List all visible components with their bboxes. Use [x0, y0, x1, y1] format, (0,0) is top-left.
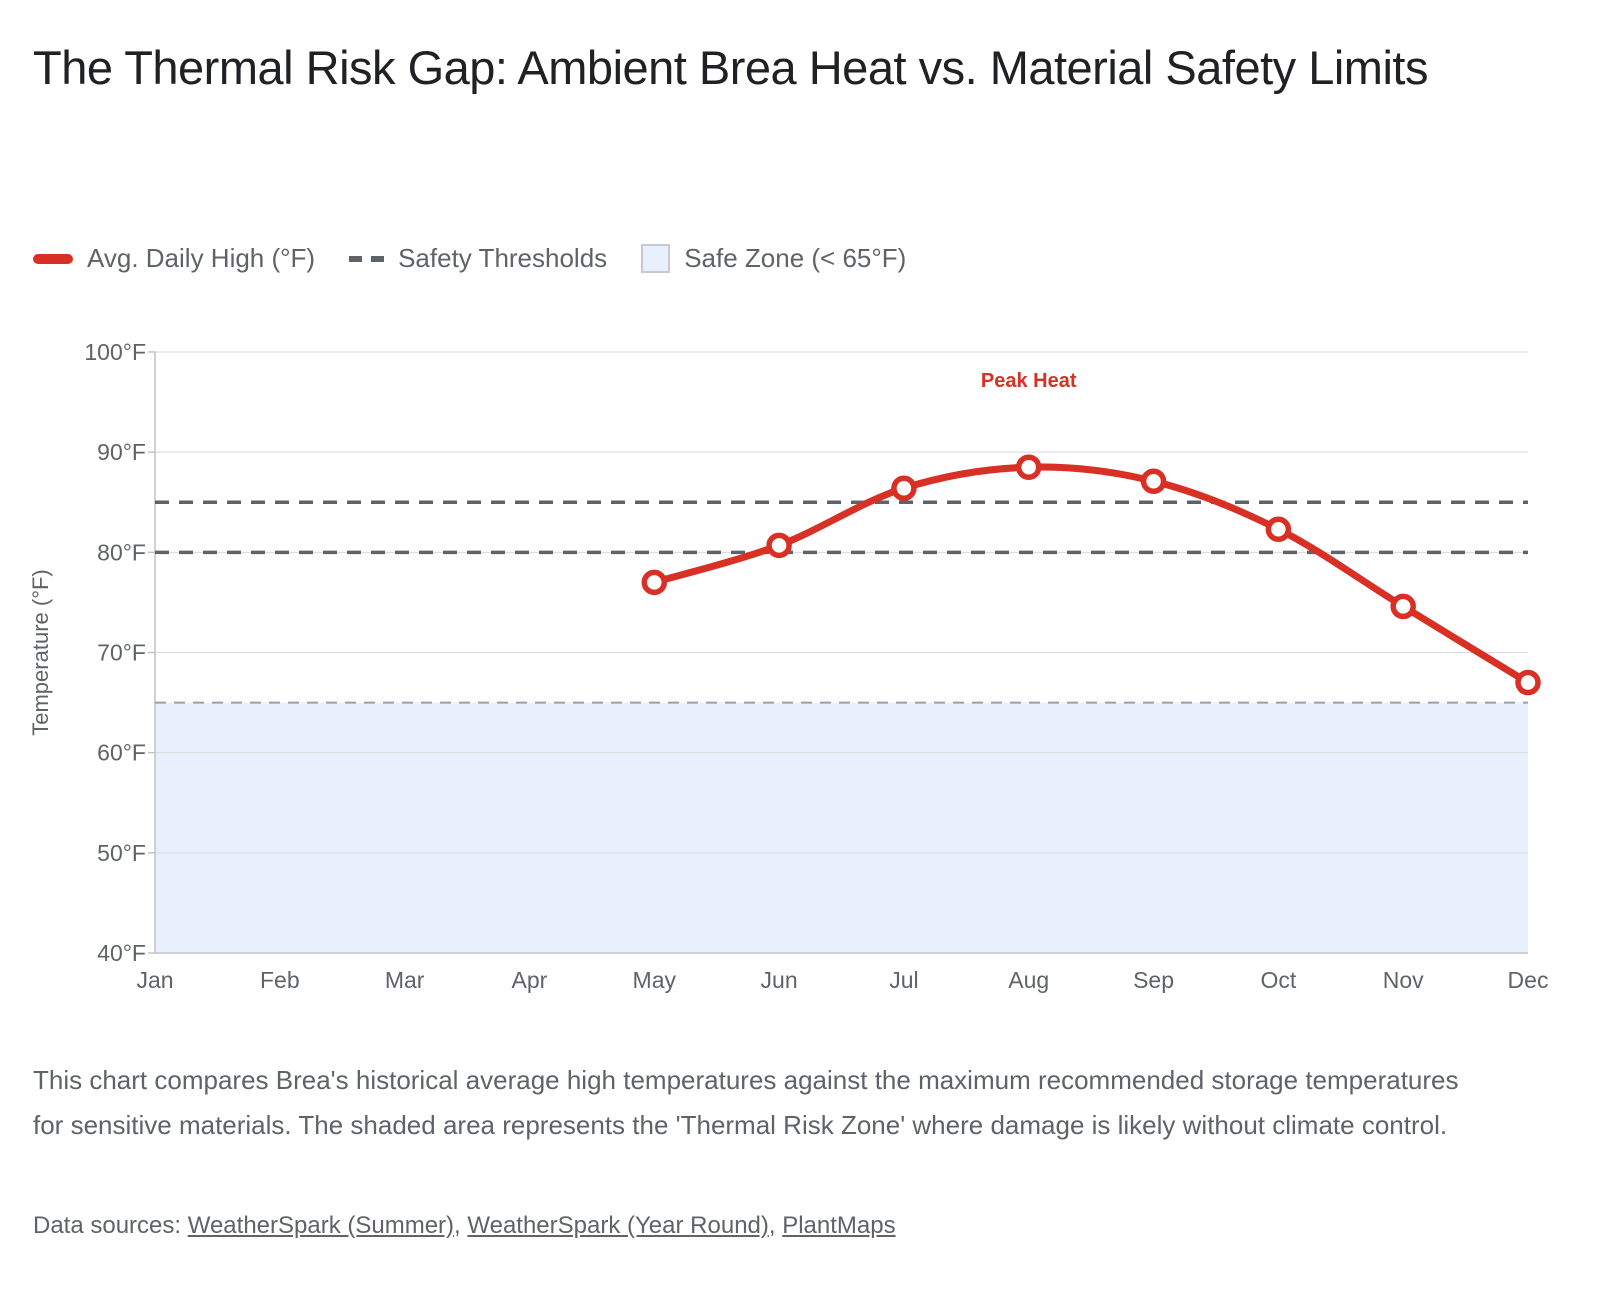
legend-item-safety-thresholds[interactable]: Safety Thresholds: [349, 243, 607, 274]
y-tick-label: 80°F: [97, 539, 146, 565]
separator: ,: [768, 1212, 783, 1239]
y-tick-label: 90°F: [97, 439, 146, 465]
safe-zone-swatch-icon: [641, 244, 671, 273]
data-point[interactable]: [1390, 593, 1416, 620]
peak-heat-annotation: Peak Heat: [981, 370, 1077, 392]
source-link-plantmaps[interactable]: PlantMaps: [782, 1212, 896, 1239]
x-tick-label: Dec: [1508, 967, 1549, 993]
chart-legend: Avg. Daily High (°F) Safety Thresholds S…: [33, 243, 906, 274]
x-tick-label: May: [633, 967, 677, 993]
x-tick-label: Jan: [136, 967, 173, 993]
data-point[interactable]: [891, 475, 917, 501]
x-tick-label: Aug: [1008, 967, 1049, 993]
source-link-weatherspark-year-round[interactable]: WeatherSpark (Year Round): [467, 1212, 769, 1239]
dashed-line-swatch-icon: [349, 255, 385, 262]
x-tick-label: Oct: [1260, 967, 1296, 993]
legend-label-avg-daily-high: Avg. Daily High (°F): [87, 243, 316, 273]
avg-high-line: [650, 463, 1532, 687]
x-tick-label: Jun: [761, 967, 798, 993]
x-tick-label: Nov: [1383, 967, 1424, 993]
data-sources-label: Data sources:: [33, 1212, 188, 1239]
separator: ,: [454, 1212, 468, 1239]
x-tick-label: Apr: [512, 967, 548, 993]
data-point[interactable]: [1265, 516, 1292, 543]
data-point[interactable]: [1515, 669, 1541, 696]
y-axis-title: Temperature (°F): [28, 569, 53, 736]
y-tick-label: 100°F: [84, 339, 146, 365]
safe-zone-area: [155, 702, 1528, 953]
chart-title: The Thermal Risk Gap: Ambient Brea Heat …: [33, 41, 1428, 94]
avg-high-line-swatch-icon: [33, 253, 73, 264]
x-tick-label: Sep: [1133, 967, 1174, 993]
x-tick-label: Feb: [260, 967, 300, 993]
data-point[interactable]: [1140, 468, 1167, 494]
data-point[interactable]: [766, 532, 792, 559]
data-point[interactable]: [641, 569, 668, 596]
x-tick-label: Jul: [889, 967, 918, 993]
legend-label-safe-zone: Safe Zone (< 65°F): [684, 243, 907, 273]
y-tick-label: 40°F: [97, 940, 146, 966]
data-sources: Data sources: WeatherSpark (Summer), Wea…: [33, 1212, 896, 1240]
y-tick-label: 50°F: [97, 840, 146, 866]
legend-item-avg-daily-high[interactable]: Avg. Daily High (°F): [33, 243, 315, 274]
x-tick-label: Mar: [385, 967, 425, 993]
chart-description: This chart compares Brea's historical av…: [33, 1065, 1459, 1140]
legend-item-safe-zone[interactable]: Safe Zone (< 65°F): [641, 243, 906, 274]
data-point[interactable]: [1015, 454, 1042, 480]
temperature-line-chart: 40°F 50°F 60°F 70°F 80°F 90°F 100°F Jan Feb Mar Ap…: [28, 339, 1549, 993]
source-link-weatherspark-summer[interactable]: WeatherSpark (Summer): [187, 1212, 455, 1239]
y-tick-label: 70°F: [97, 640, 146, 666]
legend-label-safety-thresholds: Safety Thresholds: [398, 243, 608, 273]
y-tick-label: 60°F: [97, 740, 146, 766]
